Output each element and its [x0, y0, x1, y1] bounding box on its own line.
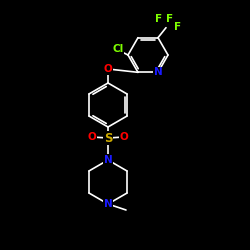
Text: N: N	[154, 67, 162, 77]
Text: N: N	[104, 155, 112, 165]
Text: O: O	[120, 132, 128, 142]
Text: Cl: Cl	[112, 44, 124, 54]
Text: O: O	[88, 132, 96, 142]
Text: F: F	[174, 22, 182, 32]
Text: F: F	[156, 14, 162, 24]
Text: S: S	[104, 132, 112, 144]
Text: N: N	[104, 199, 112, 209]
Text: O: O	[104, 64, 112, 74]
Text: F: F	[166, 14, 173, 24]
